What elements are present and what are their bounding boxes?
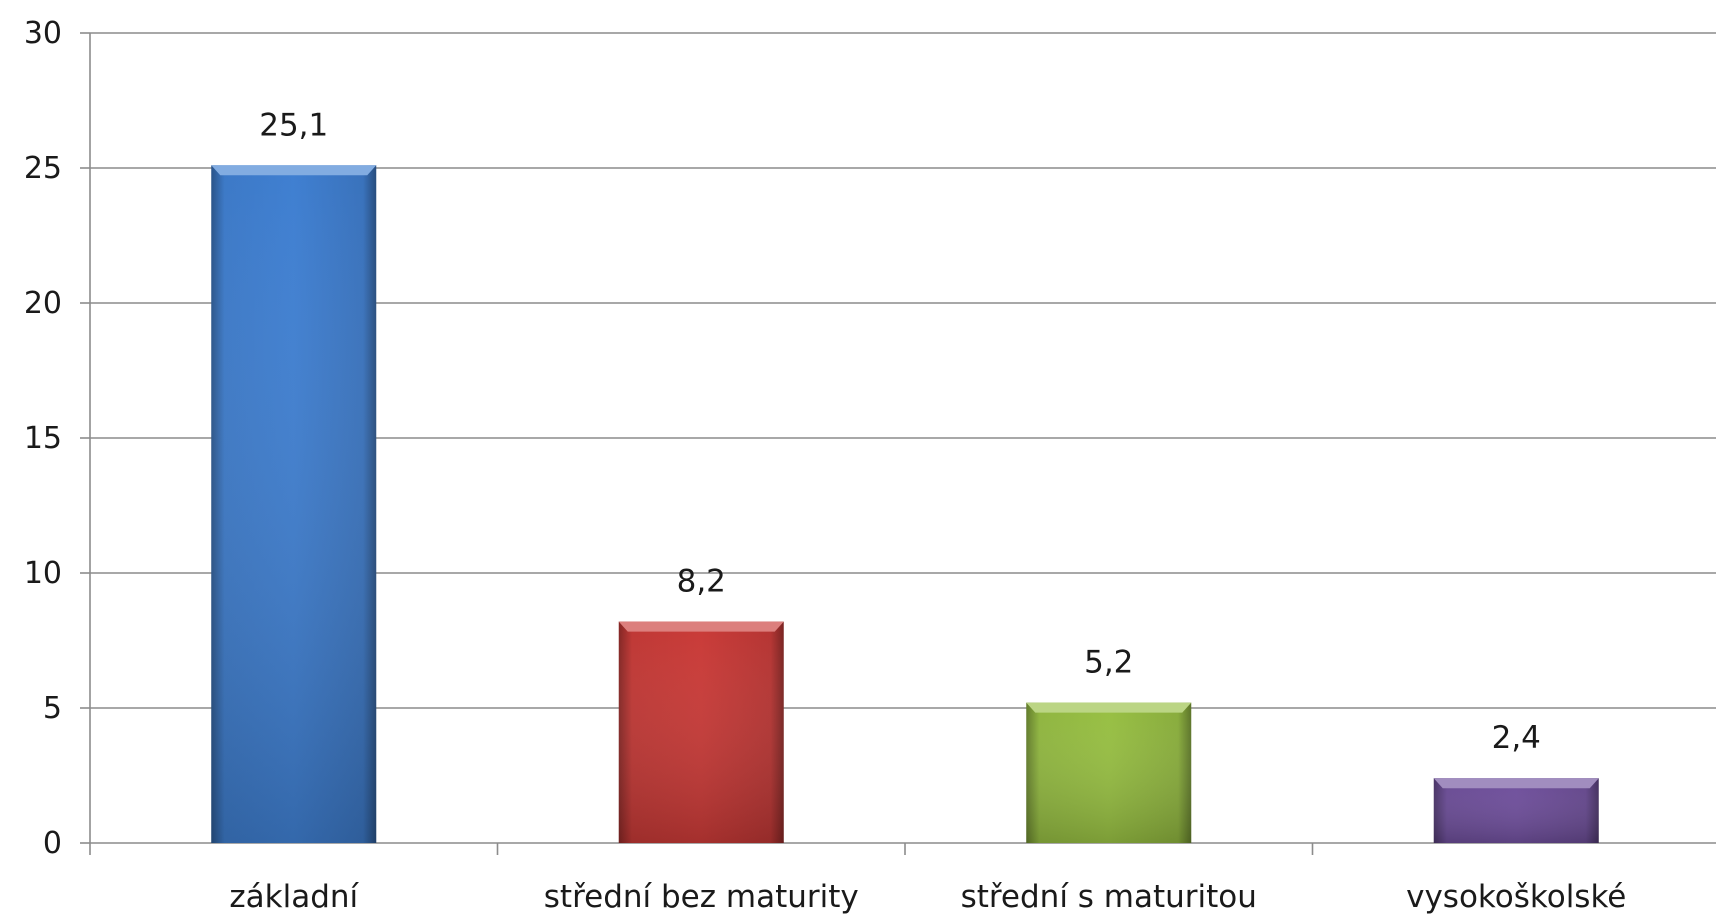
bar-bevel <box>1026 702 1192 713</box>
data-label: 2,4 <box>1492 720 1541 756</box>
x-tick-label: vysokoškolské <box>1406 879 1626 915</box>
labels: 0 5 10 15 20 25 30 25,1 základní 8,2 střední bez m… <box>24 16 1627 915</box>
y-tick-label: 5 <box>43 691 62 726</box>
y-tick-label: 20 <box>24 286 62 321</box>
bar-bevel <box>618 621 784 632</box>
bar-shading <box>618 621 784 843</box>
bars <box>211 165 1599 844</box>
data-label: 25,1 <box>259 107 328 143</box>
y-tick-label: 15 <box>24 421 62 456</box>
x-tick-label: základní <box>229 879 359 915</box>
x-tick-label: střední s maturitou <box>961 879 1257 915</box>
bar-shading <box>1433 778 1599 843</box>
bar-shading <box>1026 702 1192 843</box>
y-tick-label: 10 <box>24 556 62 591</box>
data-label: 5,2 <box>1084 645 1133 681</box>
y-tick-label: 0 <box>43 826 62 861</box>
data-label: 8,2 <box>677 564 726 600</box>
bar-bevel <box>1433 778 1599 789</box>
bar-bevel <box>211 165 377 176</box>
y-tick-label: 25 <box>24 151 62 186</box>
y-tick-label: 30 <box>24 16 62 51</box>
x-tick-label: střední bez maturity <box>544 879 859 915</box>
bar-shading <box>211 165 377 844</box>
